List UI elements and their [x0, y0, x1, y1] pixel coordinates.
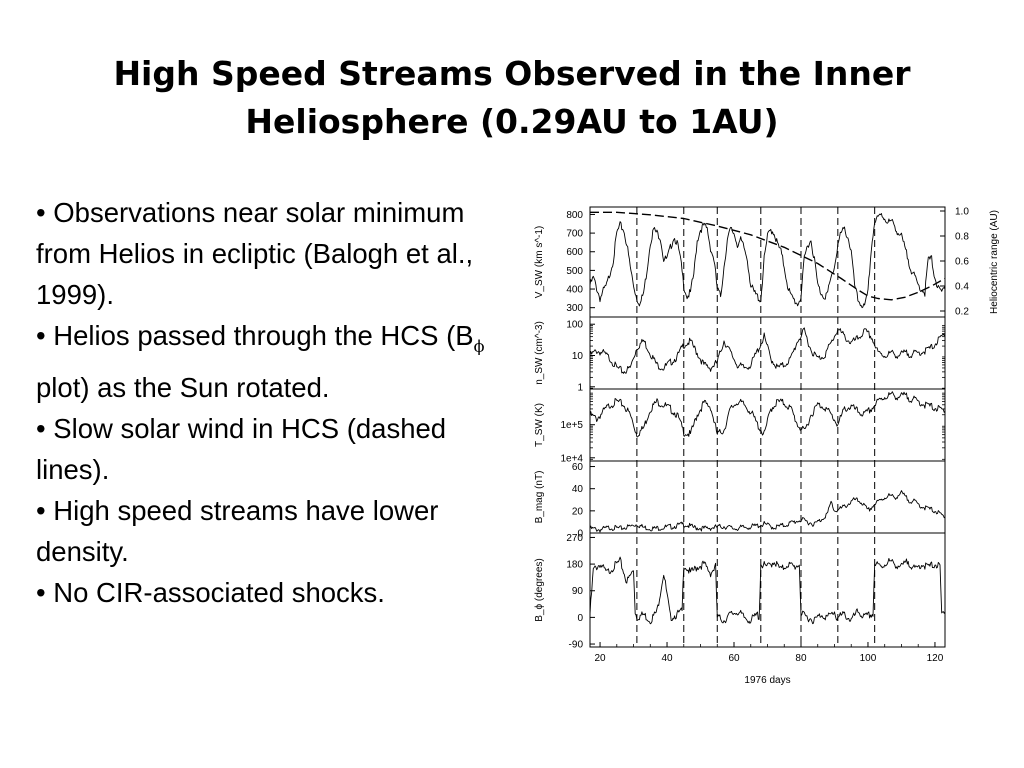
panel-frame: [589, 316, 946, 390]
heliocentric-range-line: [590, 211, 946, 301]
x-tick-label: 60: [728, 653, 740, 664]
bullet-high-speed-streams: • High speed streams have lower density.: [36, 494, 439, 567]
y-tick-label: 600: [566, 247, 583, 258]
x-tick-label: 20: [594, 653, 606, 664]
x-tick-label: 80: [795, 653, 807, 664]
y-tick-label: 400: [566, 285, 583, 296]
right-tick-label: 0.6: [955, 257, 969, 268]
panel-frame: [589, 532, 946, 648]
bullet-list: • Observations near solar minimum from H…: [36, 192, 496, 613]
y-tick-label: 90: [572, 586, 584, 597]
y-axis-label: V_SW (km s^-1): [534, 226, 545, 298]
y-tick-label: 40: [572, 484, 584, 495]
right-tick-label: 0.2: [955, 307, 969, 318]
x-axis-label: 1976 days: [744, 675, 790, 686]
series-line-magnetic-field-magnitude: [589, 490, 946, 533]
y-tick-label: 1: [577, 382, 583, 393]
y-tick-label: -90: [569, 640, 584, 651]
right-tick-label: 0.4: [955, 282, 969, 293]
panel-speed: 800 700 600 500 400 300 V_SW (km s^-1) 1.0 0.8 0.…: [534, 206, 1000, 318]
y-tick-label: 700: [566, 229, 583, 240]
series-line-temperature: [589, 391, 946, 438]
series-line-speed: [589, 213, 946, 309]
y-tick-label: 20: [572, 506, 584, 517]
x-tick-label: 100: [860, 653, 877, 664]
title-line-2: Heliosphere (0.29AU to 1AU): [245, 102, 779, 141]
y-tick-label: 500: [566, 266, 583, 277]
panel-density: 100 10 1 n_SW (cm^-3): [534, 316, 946, 393]
y-tick-label: 300: [566, 303, 583, 314]
y-tick-label: 60: [572, 462, 584, 473]
panel-magnetic-field-angle: 270 180 90 0 -90 B_ϕ (degrees): [534, 532, 946, 651]
panel-temperature: 1e+5 1e+4 T_SW (K): [534, 388, 946, 464]
y-tick-label: 100: [566, 320, 583, 331]
y-tick-label: 1e+5: [560, 420, 583, 431]
series-line-magnetic-field-angle: [589, 556, 946, 625]
bullet-hcs-passage: • Helios passed through the HCS (Bϕ plot…: [36, 315, 496, 408]
slide-title: High Speed Streams Observed in the Inner…: [40, 50, 984, 146]
x-tick-label: 120: [927, 653, 944, 664]
bullet-no-shocks: • No CIR-associated shocks.: [36, 576, 385, 608]
panel-frame: [589, 206, 946, 318]
right-tick-label: 1.0: [955, 207, 969, 218]
title-line-1: High Speed Streams Observed in the Inner: [113, 54, 911, 93]
series-line-density: [589, 327, 946, 374]
phi-subscript: ϕ: [473, 336, 485, 356]
panel-frame: [589, 388, 946, 462]
x-tick-label: 40: [661, 653, 673, 664]
y-tick-label: 800: [566, 210, 583, 221]
y-tick-label: 10: [572, 351, 584, 362]
y-axis-label: T_SW (K): [534, 403, 545, 447]
y-axis-label: B_ϕ (degrees): [534, 558, 545, 621]
y-tick-label: 1e+4: [560, 453, 583, 464]
right-axis: 1.0 0.8 0.6 0.4 0.2 Heliocentric range (AU): [940, 207, 1000, 318]
y-axis-label: B_mag (nT): [534, 471, 545, 524]
bullet-observations: • Observations near solar minimum from H…: [36, 197, 474, 310]
panel-frame: [589, 460, 946, 534]
right-axis-label: Heliocentric range (AU): [989, 210, 1000, 314]
panel-magnetic-field-magnitude: 60 40 20 0 B_mag (nT): [534, 460, 946, 540]
bullet-hcs-text-end: plot) as the Sun rotated.: [36, 371, 330, 403]
y-tick-label: 270: [566, 533, 583, 544]
right-tick-label: 0.8: [955, 232, 969, 243]
bullet-slow-wind: • Slow solar wind in HCS (dashed lines).: [36, 412, 447, 485]
y-axis-label: n_SW (cm^-3): [534, 321, 545, 385]
bullet-hcs-text-start: • Helios passed through the HCS (B: [36, 320, 474, 351]
y-tick-label: 0: [577, 613, 583, 624]
y-tick-label: 180: [566, 560, 583, 571]
y-tick-label: 0: [577, 529, 583, 540]
